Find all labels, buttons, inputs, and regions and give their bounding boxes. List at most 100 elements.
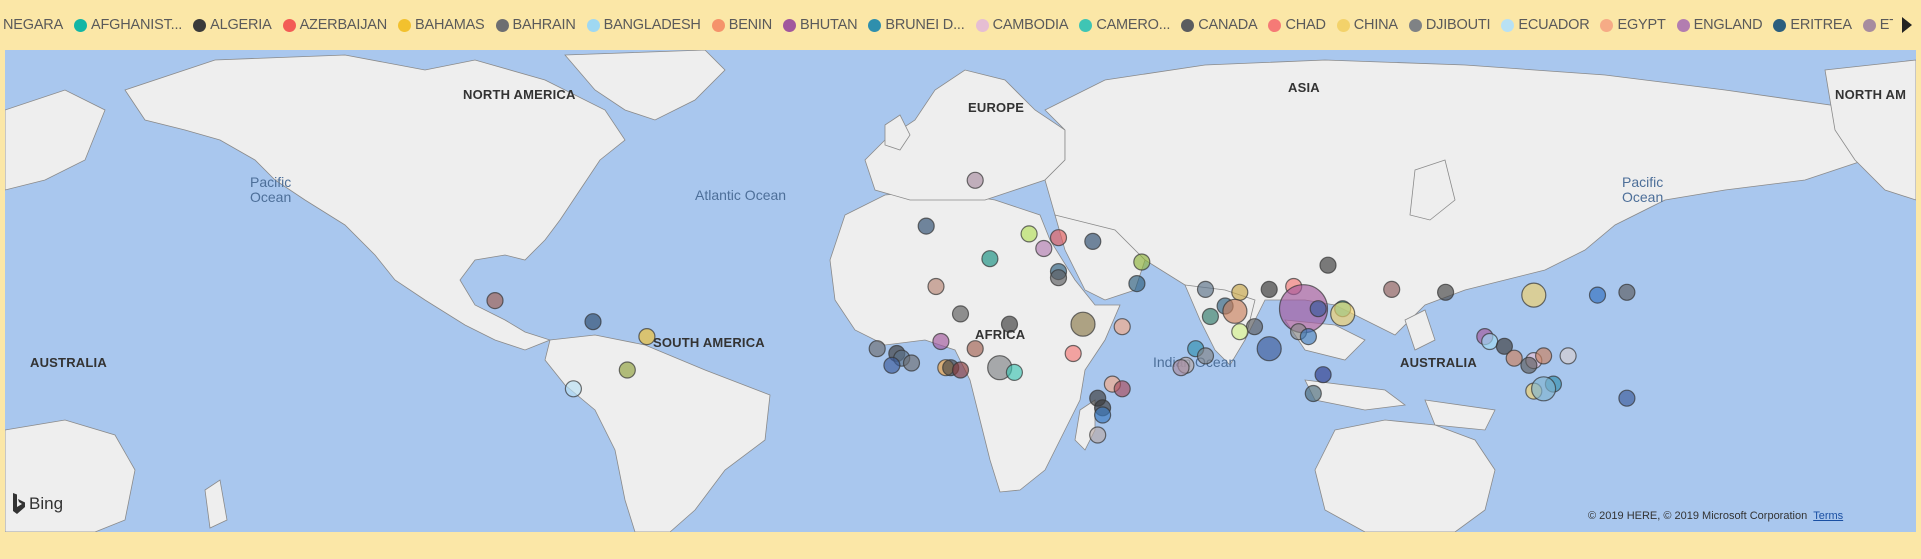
legend-title: NEGARA — [3, 17, 63, 33]
map-bubble[interactable] — [1481, 332, 1499, 351]
legend-item[interactable]: AZERBAIJAN — [282, 17, 387, 33]
legend-label: CANADA — [1198, 17, 1258, 33]
legend-swatch — [586, 18, 600, 32]
map-bubble[interactable] — [927, 277, 945, 296]
legend-item[interactable]: ECUADOR — [1501, 17, 1590, 33]
map-canvas[interactable]: NORTH AMERICA NORTH AM EUROPE ASIA AFRIC… — [5, 50, 1916, 532]
bubble-layer — [486, 171, 1636, 444]
region-label-europe: EUROPE — [968, 100, 1025, 115]
map-bubble[interactable] — [1113, 380, 1131, 398]
region-label-australia-right: AUSTRALIA — [1400, 355, 1477, 370]
map-bubble[interactable] — [1505, 349, 1523, 367]
map-bubble[interactable] — [1309, 300, 1327, 318]
legend-item[interactable]: BAHRAIN — [495, 17, 576, 33]
legend-item[interactable]: DJIBOUTI — [1408, 17, 1491, 33]
map-bubble[interactable] — [1231, 323, 1249, 341]
copyright-text: © 2019 HERE, © 2019 Microsoft Corporatio… — [1588, 510, 1808, 522]
map-bubble[interactable] — [1534, 347, 1553, 365]
map-bubble[interactable] — [1064, 344, 1082, 363]
map-bubble[interactable] — [902, 354, 921, 372]
map-bubble[interactable] — [564, 380, 583, 398]
legend-item[interactable]: CAMBODIA — [975, 17, 1069, 33]
legend-item[interactable]: AFGHANIST... — [74, 17, 182, 33]
map-bubble[interactable] — [1314, 366, 1332, 384]
map-bubble[interactable] — [1618, 283, 1636, 301]
legend-swatch — [711, 18, 725, 32]
map-bubble[interactable] — [1304, 384, 1322, 403]
map-bubble[interactable] — [1084, 232, 1102, 250]
map-bubble[interactable] — [1231, 283, 1249, 301]
map-bubble[interactable] — [1005, 363, 1024, 381]
map-bubble[interactable] — [638, 328, 656, 346]
map-bubble[interactable] — [1436, 283, 1455, 301]
legend-scroll-right-button[interactable] — [1893, 0, 1921, 50]
legend-label: CAMERO... — [1096, 17, 1171, 33]
legend-item[interactable]: EGYPT — [1600, 17, 1666, 33]
map-bubble[interactable] — [1089, 426, 1107, 444]
map-bubble[interactable] — [1588, 286, 1607, 304]
map-bubble[interactable] — [584, 313, 602, 331]
map-bubble[interactable] — [1256, 336, 1282, 362]
legend-item[interactable]: CAMERO... — [1079, 17, 1170, 33]
legend-item[interactable]: ENGLAND — [1676, 17, 1763, 33]
map-bubble[interactable] — [1383, 280, 1401, 298]
legend-item[interactable]: BRUNEI D... — [868, 17, 965, 33]
ocean-label-atlantic: Atlantic Ocean — [695, 187, 787, 203]
map-bubble[interactable] — [618, 361, 636, 379]
map-bubble[interactable] — [1172, 359, 1190, 377]
map-bubble[interactable] — [1070, 311, 1096, 337]
legend-label: BHUTAN — [800, 17, 858, 33]
map-bubble[interactable] — [932, 332, 950, 351]
legend-item[interactable]: ALGERIA — [193, 17, 272, 33]
map-bubble[interactable] — [1530, 376, 1557, 402]
legend-item[interactable]: BANGLADESH — [586, 17, 701, 33]
legend: NEGARA AFGHANIST... ALGERIA AZERBAIJAN BAHAM… — [0, 0, 1921, 50]
map-bubble[interactable] — [1196, 280, 1215, 298]
map-bubble[interactable] — [486, 292, 504, 310]
legend-item[interactable]: BHUTAN — [783, 17, 858, 33]
map-bubble[interactable] — [1520, 356, 1538, 374]
map-bubble[interactable] — [868, 340, 886, 358]
legend-item[interactable]: ERITREA — [1773, 17, 1852, 33]
map-bubble[interactable] — [1049, 269, 1068, 287]
map-bubble[interactable] — [1319, 256, 1337, 274]
legend-label: ENGLAND — [1693, 17, 1763, 33]
bing-logo-text: Bing — [29, 494, 64, 513]
map-bubble[interactable] — [917, 217, 935, 235]
legend-item[interactable]: BENIN — [711, 17, 772, 33]
legend-item[interactable]: CHAD — [1268, 17, 1326, 33]
map-bubble[interactable] — [1521, 282, 1547, 308]
map-bubble[interactable] — [1196, 347, 1215, 365]
ocean-label-pacific-left: Pacific Ocean — [250, 174, 292, 205]
legend-item[interactable]: CANADA — [1181, 17, 1258, 33]
map-bubble[interactable] — [1245, 318, 1264, 336]
map-bubble[interactable] — [1618, 389, 1636, 407]
legend-swatch — [495, 18, 509, 32]
map-bubble[interactable] — [1020, 225, 1038, 243]
map-bubble[interactable] — [951, 361, 970, 379]
map-bubble[interactable] — [1260, 280, 1278, 298]
map-bubble[interactable] — [883, 356, 901, 374]
legend-item[interactable]: CHINA — [1336, 17, 1398, 33]
map-bubble[interactable] — [1299, 328, 1318, 346]
map-bubble[interactable] — [981, 250, 999, 268]
map-bubble[interactable] — [1559, 347, 1577, 365]
map-bubble[interactable] — [1000, 315, 1019, 333]
map-bubble[interactable] — [1035, 239, 1053, 258]
map-bubble[interactable] — [1222, 298, 1248, 324]
terms-link[interactable]: Terms — [1813, 510, 1844, 522]
map-bubble[interactable] — [1495, 337, 1514, 355]
map-bubble[interactable] — [1128, 275, 1146, 293]
map-bubble[interactable] — [966, 171, 984, 189]
legend-swatch — [1600, 18, 1614, 32]
map-bubble[interactable] — [1113, 318, 1131, 336]
map-bubble[interactable] — [1330, 301, 1356, 327]
legend-item[interactable]: BAHAMAS — [398, 17, 485, 33]
map-bubble[interactable] — [966, 340, 984, 358]
map-bubble[interactable] — [1093, 406, 1112, 424]
legend-label: BAHAMAS — [415, 17, 485, 33]
map-bubble[interactable] — [951, 305, 970, 323]
map-bubble[interactable] — [1049, 229, 1068, 247]
map-bubble[interactable] — [1133, 253, 1151, 271]
map-bubble[interactable] — [1201, 307, 1220, 326]
